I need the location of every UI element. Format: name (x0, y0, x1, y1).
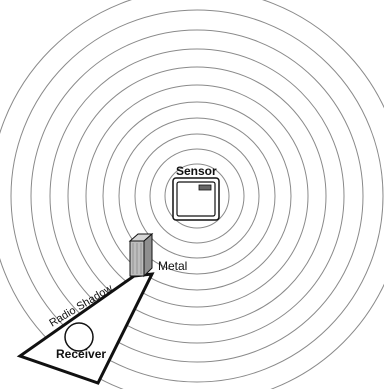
sensor-label: Sensor (176, 164, 217, 178)
sensor-device-icon (172, 177, 220, 221)
radio-wave (10, 9, 384, 383)
radio-wave (118, 117, 276, 275)
radio-wave (102, 101, 292, 291)
receiver-circle-icon (64, 322, 94, 352)
radio-wave (67, 66, 327, 326)
radio-wave (30, 29, 364, 363)
radio-wave (164, 163, 230, 229)
metal-label: Metal (158, 259, 187, 273)
metal-block-icon (128, 232, 154, 278)
radio-wave (49, 48, 345, 344)
receiver-label: Receiver (56, 347, 106, 361)
radio-wave (85, 84, 309, 308)
radio-wave (134, 133, 260, 259)
radio-wave (149, 148, 245, 244)
